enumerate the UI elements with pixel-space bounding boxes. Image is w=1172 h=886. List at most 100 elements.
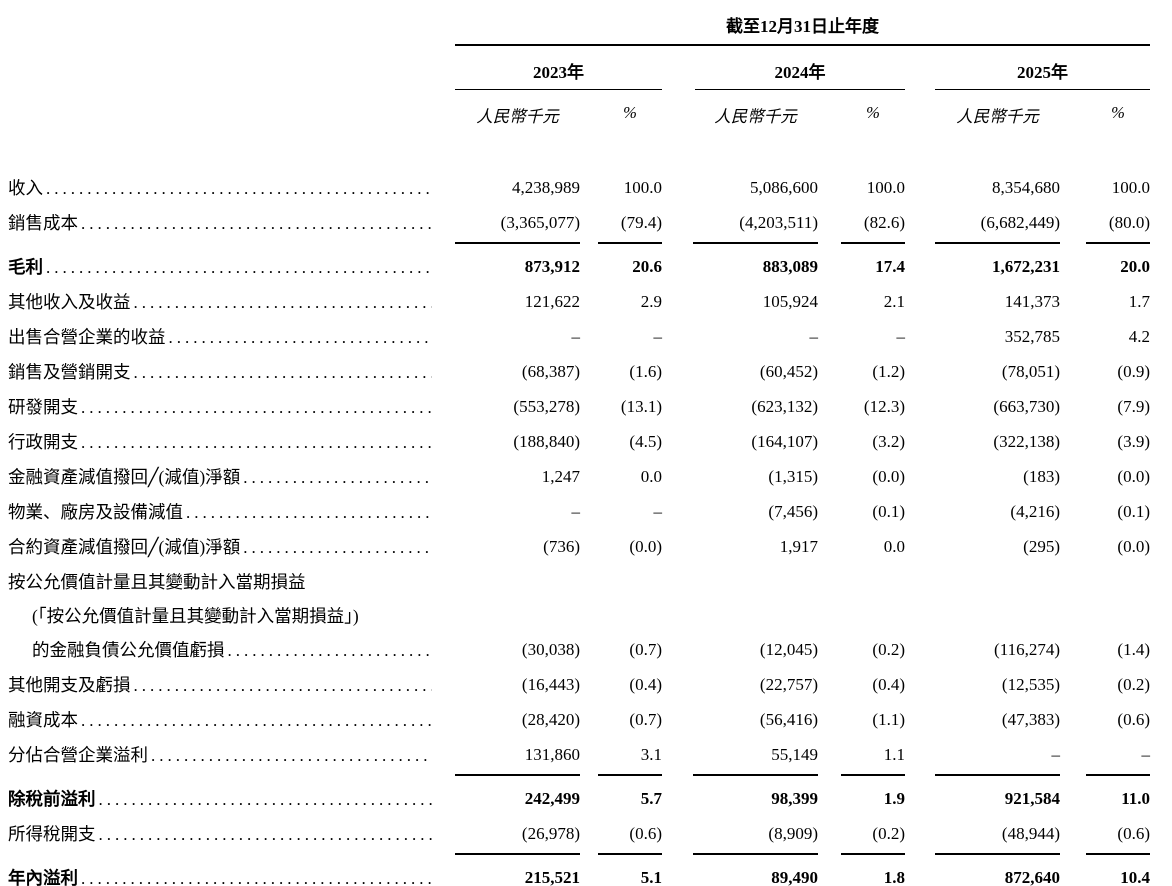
period-header: 截至12月31日止年度 (455, 12, 1150, 46)
value-cell: 8,354,680 (992, 178, 1060, 197)
value-cell: (13.1) (620, 397, 662, 416)
dot-leader (169, 320, 433, 355)
row-label-text: 出售合營企業的收益 (8, 327, 166, 347)
value-cell: – (1051, 745, 1061, 764)
row-label: 行政開支 (8, 425, 438, 460)
col-header-currency-2023: 人民幣千元 (476, 107, 559, 126)
value-cell: 4.2 (1128, 327, 1150, 346)
period-header-group: 截至12月31日止年度 (438, 10, 1150, 46)
row-label-text: 年內溢利 (8, 868, 78, 886)
value-cell: 2.1 (883, 292, 905, 311)
value-cell: – (571, 502, 581, 521)
row-label: 出售合營企業的收益 (8, 320, 438, 355)
col-header-percent-2024: % (866, 103, 880, 122)
value-cell (818, 565, 905, 599)
value-cell: (0.6) (629, 824, 662, 843)
value-cell: (0.1) (1117, 502, 1150, 521)
value-cell: 242,499 (438, 773, 580, 817)
value-cell: 4,238,989 (512, 178, 580, 197)
value-cell: 89,490 (662, 852, 818, 886)
row-label-text: 分佔合營企業溢利 (8, 745, 148, 765)
value-cell: (3.2) (872, 432, 905, 451)
dot-leader (81, 703, 432, 738)
row-label: 毛利 (8, 241, 438, 285)
row-label: 研發開支 (8, 390, 438, 425)
dot-leader (151, 738, 432, 773)
value-cell: 5,086,600 (750, 178, 818, 197)
value-cell: (7,456) (768, 502, 818, 521)
value-cell: (0.2) (872, 640, 905, 659)
value-cell: (0.4) (872, 675, 905, 694)
dot-leader (134, 355, 433, 390)
dot-leader (81, 861, 432, 886)
value-cell: (295) (1023, 537, 1060, 556)
value-cell: (116,274) (994, 640, 1060, 659)
value-cell (662, 565, 818, 599)
value-cell: (26,978) (521, 824, 580, 843)
row-label: 銷售成本 (8, 206, 438, 241)
value-cell: (188,840) (513, 432, 580, 451)
value-cell: – (653, 502, 663, 521)
row-label-text: 的金融負債公允價值虧損 (32, 640, 225, 660)
value-cell: (4,203,511) (739, 213, 818, 232)
value-cell (1060, 565, 1150, 599)
col-header-currency-2025: 人民幣千元 (956, 107, 1039, 126)
row-label-text: 合約資產減值撥回╱(減值)淨額 (8, 537, 241, 557)
row-label-text: 收入 (8, 178, 43, 198)
value-cell: 1,247 (541, 467, 580, 486)
value-cell: – (653, 327, 663, 346)
row-label: 合約資產減值撥回╱(減值)淨額 (8, 530, 438, 565)
value-cell (580, 599, 662, 633)
dot-leader (134, 668, 433, 703)
value-cell: 1,672,231 (905, 241, 1060, 285)
value-cell: – (896, 327, 906, 346)
value-cell: 98,399 (662, 773, 818, 817)
row-label-text: 除稅前溢利 (8, 789, 96, 809)
dot-leader (99, 782, 433, 817)
value-cell: (0.1) (872, 502, 905, 521)
row-label: 收入 (8, 171, 438, 206)
value-cell: 100.0 (866, 178, 905, 197)
dot-leader (81, 425, 432, 460)
value-cell (905, 565, 1060, 599)
year-label: 2023年 (455, 58, 662, 90)
value-cell: 921,584 (905, 773, 1060, 817)
value-cell: (3,365,077) (500, 213, 580, 232)
dot-leader (46, 171, 432, 206)
row-label-text: 融資成本 (8, 710, 78, 730)
value-cell: – (809, 327, 819, 346)
value-cell: 1.7 (1128, 292, 1150, 311)
row-label-text: 物業、廠房及設備減值 (8, 502, 183, 522)
value-cell: 1,917 (779, 537, 818, 556)
dot-leader (99, 817, 433, 852)
value-cell: 5.7 (580, 773, 662, 817)
value-cell: 3.1 (640, 745, 662, 764)
value-cell: (80.0) (1108, 213, 1150, 232)
row-label-text: 銷售及營銷開支 (8, 362, 131, 382)
row-label: 除稅前溢利 (8, 773, 438, 817)
value-cell: (663,730) (993, 397, 1060, 416)
value-cell: (183) (1023, 467, 1060, 486)
value-cell: 11.0 (1060, 773, 1150, 817)
value-cell: (164,107) (751, 432, 818, 451)
row-label: 年內溢利 (8, 852, 438, 886)
value-cell: (3.9) (1117, 432, 1150, 451)
value-cell (438, 565, 580, 599)
value-cell: (4.5) (629, 432, 662, 451)
row-label-text: 其他開支及虧損 (8, 675, 131, 695)
dot-leader (186, 495, 432, 530)
row-label-text: 其他收入及收益 (8, 292, 131, 312)
value-cell: (1.6) (629, 362, 662, 381)
value-cell (905, 599, 1060, 633)
value-cell: 20.0 (1060, 241, 1150, 285)
value-cell: (1.1) (872, 710, 905, 729)
row-label-text: 所得稅開支 (8, 824, 96, 844)
value-cell: (322,138) (993, 432, 1060, 451)
value-cell: 1.8 (818, 852, 905, 886)
value-cell: (78,051) (1001, 362, 1060, 381)
value-cell: (22,757) (759, 675, 818, 694)
year-label: 2025年 (935, 58, 1150, 90)
value-cell: – (1141, 745, 1151, 764)
value-cell: (79.4) (620, 213, 662, 232)
